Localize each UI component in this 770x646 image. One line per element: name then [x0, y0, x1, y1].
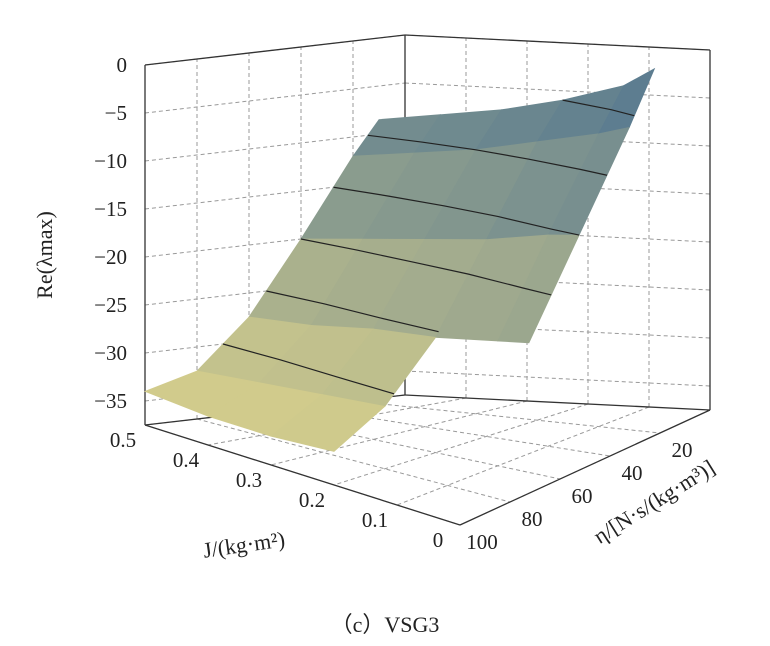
caption: （c）VSG3: [331, 612, 440, 637]
axis-edge: [459, 409, 711, 526]
z-tick-label: −10: [94, 149, 127, 173]
z-tick-label: −30: [94, 341, 127, 365]
z-tick-label: −25: [94, 293, 127, 317]
grid-line-z: [404, 82, 711, 99]
x-axis-label: J/(kg·m²): [201, 526, 286, 562]
contour-line: [367, 134, 608, 176]
grid-line-z: [144, 82, 406, 114]
x-tick-label: 0.2: [299, 488, 325, 512]
grid-line-x: [333, 403, 589, 486]
y-tick-label: 60: [572, 484, 593, 508]
surface-patch: [497, 234, 580, 344]
axis-edge: [404, 394, 711, 411]
grid-line-x: [396, 406, 650, 506]
x-tick-label: 0.3: [236, 468, 262, 492]
contour-line: [222, 343, 395, 395]
y-tick-label: 40: [622, 461, 643, 485]
axis-edge: [144, 424, 461, 526]
y-tick-label: 80: [522, 507, 543, 531]
x-tick-label: 0.5: [110, 428, 136, 452]
contour-line: [333, 186, 580, 236]
axis-edge: [144, 34, 406, 66]
z-tick-label: 0: [117, 53, 128, 77]
grid-line-z: [404, 370, 711, 387]
y-axis-label: η/[N·s/(kg·m³)]: [589, 455, 719, 549]
contour-line: [266, 290, 439, 333]
grid-line-y: [352, 400, 661, 434]
grid-line-y: [196, 418, 511, 503]
z-tick-label: −5: [105, 101, 127, 125]
z-axis-label: Re(λmax): [32, 211, 57, 299]
contour-line: [562, 99, 635, 117]
grid-line-x: [207, 397, 467, 446]
x-tick-label: 0: [433, 528, 444, 552]
axis-edge: [404, 34, 711, 51]
surface-patch: [270, 394, 386, 452]
z-tick-label: −20: [94, 245, 127, 269]
z-tick-label: −35: [94, 389, 127, 413]
grid-line-x: [270, 400, 528, 466]
contour-line: [300, 238, 552, 296]
x-tick-label: 0.1: [362, 508, 388, 532]
y-tick-label: 20: [672, 438, 693, 462]
z-tick-label: −15: [94, 197, 127, 221]
grid-line-z: [144, 130, 406, 162]
y-tick-label: 100: [466, 530, 498, 554]
x-tick-label: 0.4: [173, 448, 200, 472]
